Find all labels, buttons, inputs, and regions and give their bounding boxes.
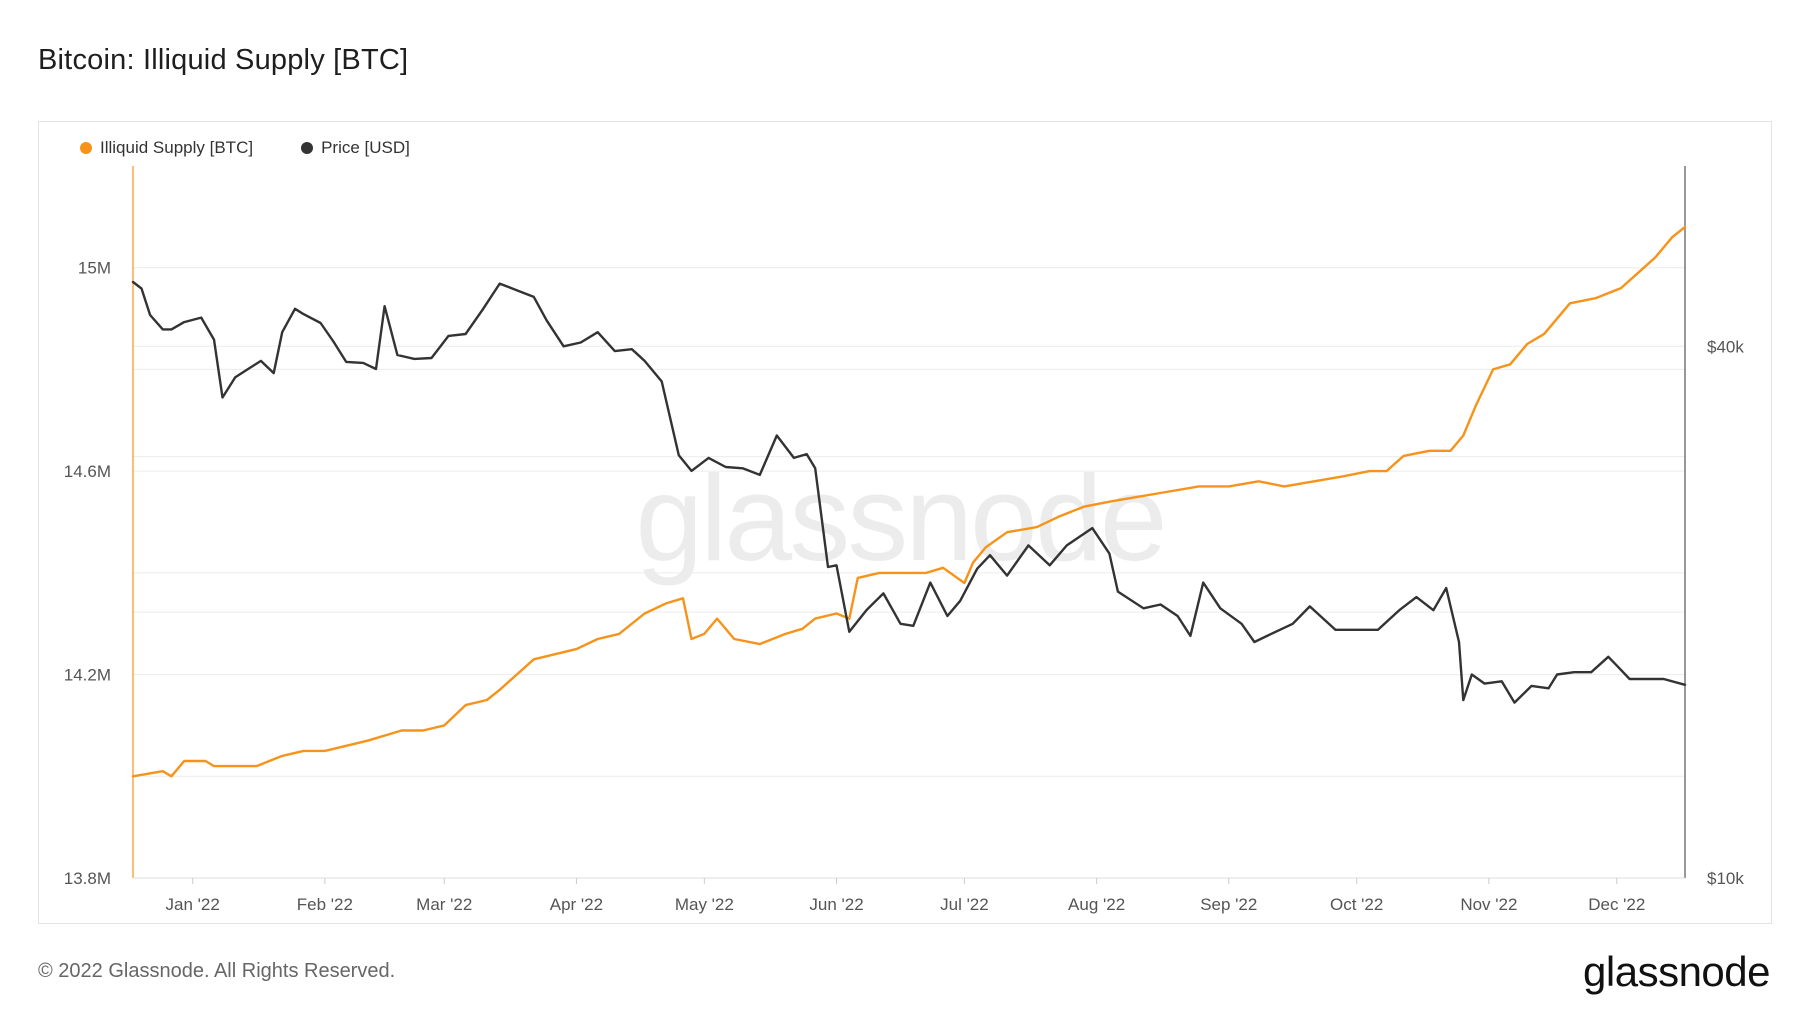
chart-frame xyxy=(38,121,1772,924)
legend-label-illiquid-supply: Illiquid Supply [BTC] xyxy=(100,138,254,157)
legend-label-price: Price [USD] xyxy=(321,138,410,157)
left-axis-tick-label: 14.2M xyxy=(64,666,111,685)
x-axis-tick-label: Jun '22 xyxy=(809,895,863,914)
left-axis-tick-label: 14.6M xyxy=(64,462,111,481)
x-axis-tick-label: Apr '22 xyxy=(550,895,603,914)
brand-logo: glassnode xyxy=(1583,948,1770,995)
series-line-illiquid-supply xyxy=(131,225,1687,778)
legend-swatch-illiquid-supply xyxy=(80,142,92,154)
legend-item-price[interactable]: Price [USD] xyxy=(301,138,410,158)
x-axis-tick-label: Sep '22 xyxy=(1200,895,1257,914)
x-axis-tick-label: May '22 xyxy=(675,895,734,914)
chart-title: Bitcoin: Illiquid Supply [BTC] xyxy=(38,44,409,76)
x-axis-tick-label: Jul '22 xyxy=(940,895,989,914)
x-axis-tick-label: Jan '22 xyxy=(166,895,220,914)
x-axis-tick-label: Dec '22 xyxy=(1588,895,1645,914)
legend-item-illiquid-supply[interactable]: Illiquid Supply [BTC] xyxy=(80,138,253,158)
right-axis-tick-label: $40k xyxy=(1707,337,1744,356)
x-axis-tick-label: Mar '22 xyxy=(416,895,472,914)
x-axis-tick-label: Feb '22 xyxy=(297,895,353,914)
x-axis-tick-label: Oct '22 xyxy=(1330,895,1383,914)
left-axis-tick-label: 13.8M xyxy=(64,869,111,888)
copyright-footer: © 2022 Glassnode. All Rights Reserved. xyxy=(38,960,396,982)
x-axis-tick-label: Aug '22 xyxy=(1068,895,1125,914)
chart-legend: Illiquid Supply [BTC] Price [USD] xyxy=(80,138,410,158)
left-axis-tick-label: 15M xyxy=(78,259,111,278)
legend-swatch-price xyxy=(301,142,314,154)
x-axis-tick-label: Nov '22 xyxy=(1460,895,1517,914)
right-axis-tick-label: $10k xyxy=(1707,869,1744,888)
series-line-price xyxy=(131,280,1687,704)
